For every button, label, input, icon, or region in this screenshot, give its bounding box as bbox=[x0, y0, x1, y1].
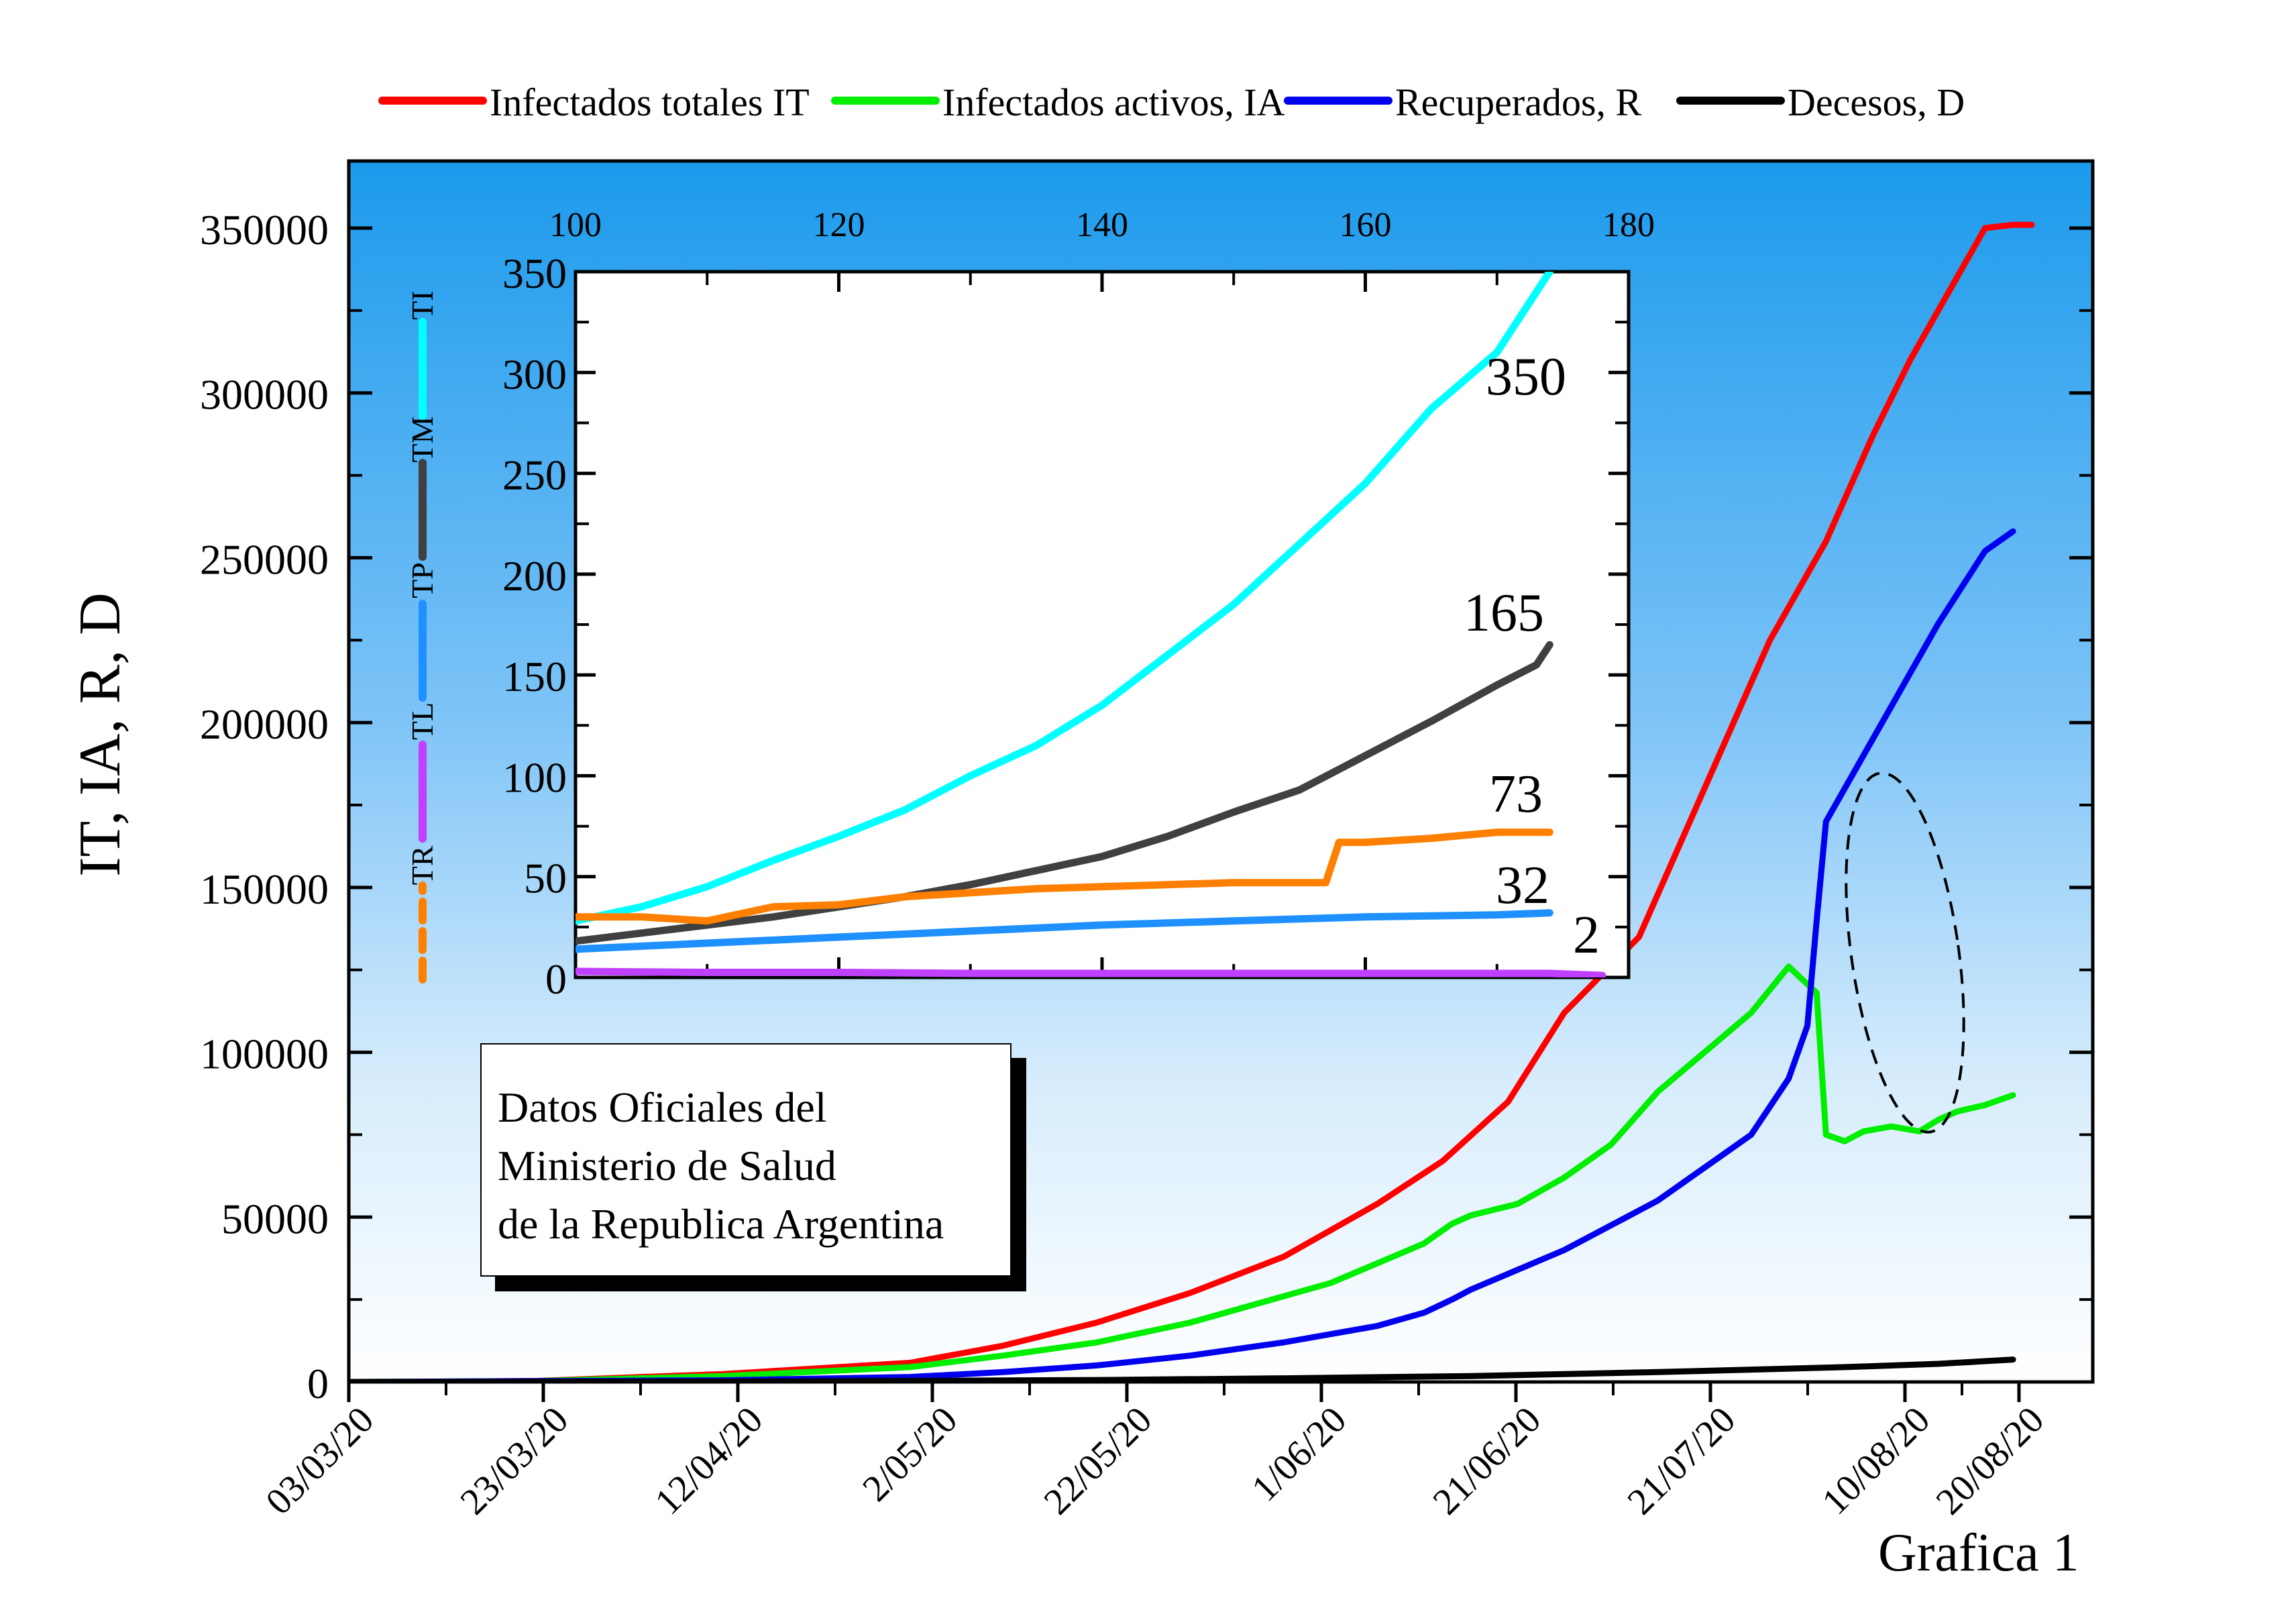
series-line-decesos-d bbox=[349, 1356, 2016, 1382]
series-line-recuperados-r bbox=[349, 528, 2016, 1382]
inset-y-tick-label: 0 bbox=[545, 955, 567, 1003]
inset-legend-label-ti: TI bbox=[405, 290, 439, 319]
inset-x-tick-label: 180 bbox=[1602, 206, 1655, 244]
note-line-2: Ministerio de Salud bbox=[498, 1142, 836, 1189]
inset-series-line-tr bbox=[576, 828, 1553, 925]
series-line-infectados-activos-ia bbox=[349, 963, 2016, 1382]
legend-label-decesos-d: Decesos, D bbox=[1788, 81, 1965, 124]
inset-x-tick-label: 140 bbox=[1076, 206, 1128, 244]
legend-label-infectados-totales-it: Infectados totales IT bbox=[490, 81, 810, 124]
series-line-infectados-totales-it bbox=[349, 221, 2035, 1382]
y-tick-label: 300000 bbox=[200, 371, 329, 419]
data-source-note: Datos Oficiales del Ministerio de Salud … bbox=[480, 1043, 1012, 1277]
inset-x-tick-label: 120 bbox=[813, 206, 865, 244]
x-tick-label: 1/06/20 bbox=[1244, 1399, 1354, 1509]
highlight-ellipse bbox=[1845, 771, 1965, 1134]
y-tick-label: 100000 bbox=[200, 1030, 329, 1078]
inset-annotation-tr: 73 bbox=[1489, 765, 1543, 824]
inset-y-tick-label: 100 bbox=[502, 753, 567, 801]
x-tick-label: 23/03/20 bbox=[453, 1399, 577, 1523]
inset-legend-label-tp: TP bbox=[405, 562, 439, 598]
inset-legend-label-tr: TR bbox=[405, 845, 439, 885]
y-tick-label: 0 bbox=[307, 1360, 329, 1407]
x-tick-label: 21/06/20 bbox=[1425, 1399, 1549, 1523]
legend-label-infectados-activos-ia: Infectados activos, IA bbox=[942, 81, 1285, 124]
inset-x-tick-label: 160 bbox=[1340, 206, 1392, 244]
inset-annotation-tp: 32 bbox=[1496, 856, 1549, 915]
inset-legend-label-tm: TM bbox=[405, 417, 439, 463]
inset-y-tick-label: 300 bbox=[502, 350, 567, 398]
legend-label-recuperados-r: Recuperados, R bbox=[1395, 81, 1642, 124]
inset-y-tick-label: 200 bbox=[502, 552, 567, 600]
y-tick-label: 350000 bbox=[200, 206, 329, 254]
inset-annotation-ti: 350 bbox=[1486, 347, 1566, 407]
inset-series-line-ti bbox=[576, 272, 1553, 925]
note-line-3: de la Republica Argentina bbox=[498, 1200, 944, 1248]
legend: Infectados totales IT Infectados activos,… bbox=[378, 81, 1965, 124]
inset-axes: 0 50 100 150 200 250 300 350 100 120 140 160 180 bbox=[502, 206, 1655, 1003]
inset-legend: TI TM TP TL TR bbox=[405, 290, 439, 983]
inset-series-line-tp bbox=[576, 909, 1553, 953]
inset-y-tick-label: 250 bbox=[502, 451, 567, 499]
x-tick-label: 12/04/20 bbox=[647, 1399, 771, 1523]
inset-series-line-tm bbox=[576, 641, 1553, 945]
inset-y-tick-label: 150 bbox=[502, 653, 567, 700]
inset-y-tick-label: 50 bbox=[524, 855, 567, 902]
main-y-axis-label: IT, IA, R, D bbox=[68, 592, 133, 877]
inset-series-line-tl bbox=[576, 967, 1606, 977]
inset-y-tick-label: 350 bbox=[502, 250, 567, 297]
y-tick-label: 200000 bbox=[200, 700, 329, 748]
x-tick-label: 22/05/20 bbox=[1036, 1399, 1160, 1523]
inset-series bbox=[576, 272, 1606, 977]
y-tick-label: 150000 bbox=[200, 865, 329, 913]
y-tick-label: 250000 bbox=[200, 535, 329, 583]
x-tick-label: 10/08/20 bbox=[1814, 1399, 1938, 1523]
figure-label: Grafica 1 bbox=[1878, 1523, 2079, 1583]
inset-x-tick-label: 100 bbox=[549, 206, 602, 244]
x-tick-label: 2/05/20 bbox=[855, 1399, 965, 1509]
x-tick-label: 21/07/20 bbox=[1620, 1399, 1744, 1523]
inset-annotation-tm: 165 bbox=[1464, 584, 1544, 643]
x-tick-label: 20/08/20 bbox=[1928, 1399, 2053, 1523]
note-line-1: Datos Oficiales del bbox=[498, 1083, 827, 1131]
x-tick-label: 03/03/20 bbox=[258, 1399, 382, 1523]
y-tick-label: 50000 bbox=[221, 1195, 329, 1242]
inset-annotation-tl: 2 bbox=[1573, 906, 1600, 965]
main-series bbox=[349, 221, 2035, 1382]
inset-legend-label-tl: TL bbox=[405, 702, 439, 740]
